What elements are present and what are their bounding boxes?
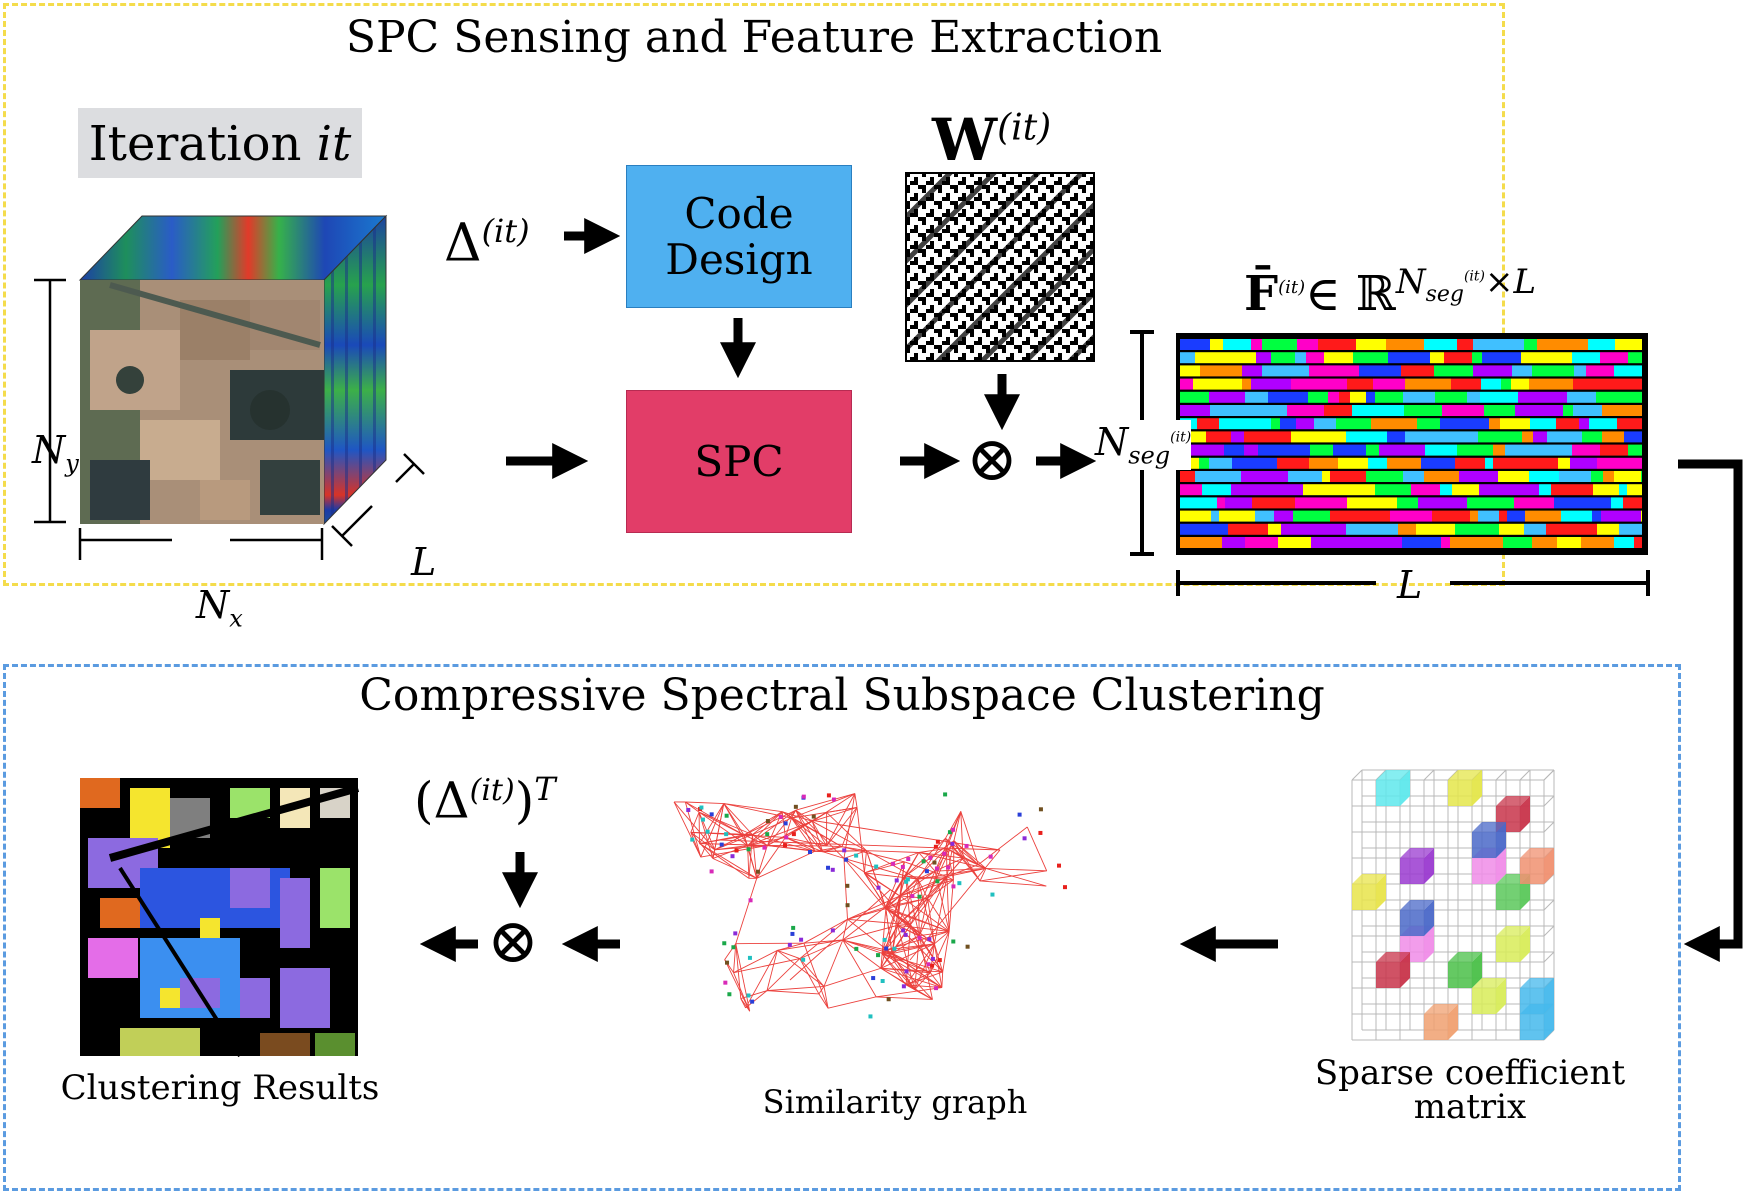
code-design-block: Code Design bbox=[626, 165, 852, 308]
top-panel-title: SPC Sensing and Feature Extraction bbox=[345, 12, 1163, 63]
bottom-panel-title: Compressive Spectral Subspace Clustering bbox=[359, 670, 1325, 721]
delta-label: Δ(it) bbox=[444, 212, 530, 274]
connector-top-to-bottom bbox=[1678, 459, 1743, 949]
clustering-caption: Clustering Results bbox=[60, 1068, 380, 1108]
spc-block: SPC bbox=[626, 390, 852, 533]
f-matrix-label: F̄(it)∈ ℝNseg(it)×L bbox=[1244, 262, 1537, 322]
delta-transpose-label: (Δ(it))T bbox=[414, 770, 556, 830]
sparse-caption: Sparse coefficient matrix bbox=[1314, 1053, 1626, 1127]
top-panel-frame bbox=[3, 3, 1505, 586]
graph-caption: Similarity graph bbox=[762, 1083, 1028, 1121]
bottom-otimes-symbol: ⊗ bbox=[487, 904, 539, 977]
bottom-panel-frame bbox=[3, 664, 1681, 1191]
hyperspectral-cube bbox=[34, 214, 425, 560]
iteration-label: Iteration bbox=[88, 116, 302, 172]
nseg-label: Nseg(it) bbox=[1095, 420, 1192, 470]
l-depth-label: L bbox=[411, 540, 437, 584]
ny-label: Ny bbox=[32, 428, 79, 478]
feature-matrix bbox=[1176, 333, 1648, 555]
w-label: W(it) bbox=[932, 106, 1052, 174]
l-width-bracket bbox=[1176, 570, 1650, 596]
cube-front-face bbox=[80, 280, 324, 524]
l-width-label: L bbox=[1397, 563, 1423, 607]
sparse-coefficient-matrix bbox=[1351, 769, 1555, 1041]
iteration-badge: Iteration it bbox=[78, 108, 362, 178]
nx-label: Nx bbox=[196, 583, 243, 633]
clustering-result-map bbox=[80, 778, 360, 1058]
w-code-matrix bbox=[905, 172, 1095, 362]
iteration-var: it bbox=[316, 116, 352, 172]
top-otimes-symbol: ⊗ bbox=[966, 422, 1018, 495]
similarity-graph bbox=[673, 792, 1067, 1019]
